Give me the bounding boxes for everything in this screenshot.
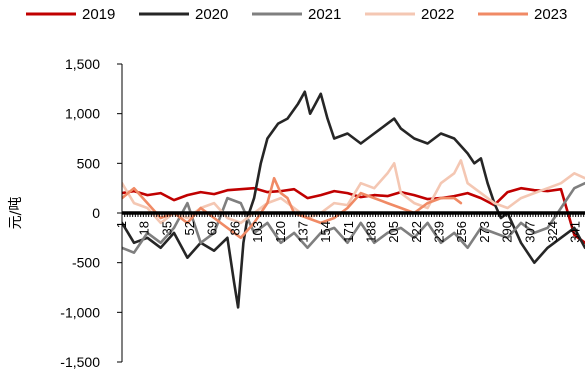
y-tick-label: 1,500 xyxy=(65,56,100,72)
x-tick-label: 273 xyxy=(477,221,492,243)
y-tick-label: 1,000 xyxy=(65,106,100,122)
x-tick-label: 154 xyxy=(318,221,333,243)
series-line-2020 xyxy=(122,90,585,309)
x-tick-label: 52 xyxy=(182,221,197,235)
y-tick-label: -1,000 xyxy=(60,304,100,320)
plot-area xyxy=(122,90,585,309)
x-tick-label: 239 xyxy=(432,221,447,243)
x-tick-label: 1 xyxy=(114,221,129,228)
x-tick-label: 290 xyxy=(500,221,515,243)
series-line-2023 xyxy=(122,176,463,240)
x-tick-label: 307 xyxy=(522,221,537,243)
legend-label-2019: 2019 xyxy=(82,6,115,23)
y-tick-label: -1,500 xyxy=(60,354,100,370)
y-tick-label: 500 xyxy=(77,155,101,171)
legend-label-2021: 2021 xyxy=(308,6,341,23)
x-tick-label: 18 xyxy=(137,221,152,235)
series-line-2021 xyxy=(122,181,585,254)
x-tick-label: 341 xyxy=(568,221,583,243)
x-tick-label: 86 xyxy=(227,221,242,235)
x-tick-label: 324 xyxy=(545,221,560,243)
y-axis: -1,500 -1,000 -500 0 500 1,000 1,500 xyxy=(60,56,123,370)
x-axis: 1 18 35 52 69 86 103 120 137 154 171 188 205 222 239 25… xyxy=(114,211,585,243)
x-tick-label: 222 xyxy=(409,221,424,243)
legend: 2019 2020 2021 2022 2023 xyxy=(26,6,567,23)
x-tick-label: 137 xyxy=(296,221,311,243)
y-axis-label: 元/吨 xyxy=(8,197,24,230)
x-tick-label: 103 xyxy=(250,221,265,243)
x-tick-label: 205 xyxy=(386,221,401,243)
series-line-2022 xyxy=(122,159,585,225)
x-tick-label: 256 xyxy=(454,221,469,243)
legend-label-2020: 2020 xyxy=(195,6,228,23)
x-tick-label: 120 xyxy=(273,221,288,243)
y-tick-label: 0 xyxy=(92,205,100,221)
x-tick-label: 35 xyxy=(159,221,174,235)
x-tick-label: 69 xyxy=(205,221,220,235)
x-tick-label: 171 xyxy=(341,221,356,243)
legend-label-2023: 2023 xyxy=(534,6,567,23)
legend-label-2022: 2022 xyxy=(421,6,454,23)
y-tick-label: -500 xyxy=(72,255,100,271)
x-tick-label: 188 xyxy=(364,221,379,243)
